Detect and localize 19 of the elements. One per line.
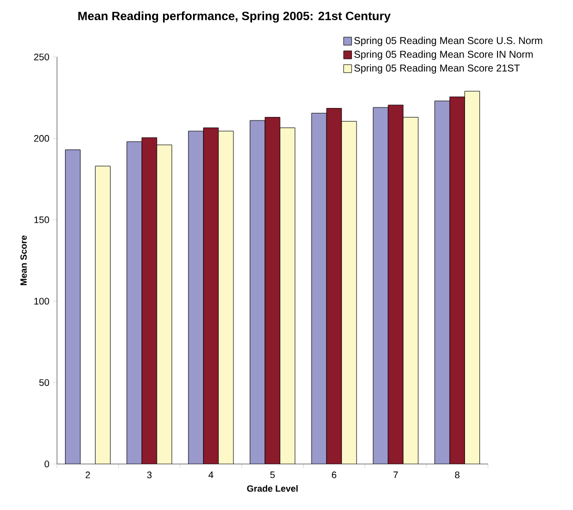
x-tick-label: 6 (332, 472, 336, 478)
x-tick-label: 3 (147, 472, 152, 478)
y-tick-label: 200 (34, 135, 50, 142)
x-tick-label: 4 (208, 472, 214, 478)
x-tick-label: 7 (393, 472, 398, 478)
legend-label: Spring 05 Reading Mean Score 21ST (354, 64, 520, 74)
y-tick-label: 0 (44, 460, 50, 468)
x-tick-label: 8 (454, 472, 460, 478)
y-axis-title: Mean Score (20, 236, 27, 286)
x-tick-label: 2 (86, 472, 90, 478)
y-tick-label: 50 (39, 379, 50, 386)
legend-label: Spring 05 Reading Mean Score U.S. Norm (354, 36, 542, 46)
legend-label: Spring 05 Reading Mean Score IN Norm (354, 50, 533, 60)
y-tick-label: 150 (34, 216, 50, 224)
y-tick-label: 250 (34, 54, 50, 60)
x-axis-title: Grade Level (247, 485, 298, 492)
chart-title: Mean Reading performance, Spring 2005: 21st Century (78, 11, 391, 23)
y-tick-label: 100 (34, 298, 50, 305)
x-tick-label: 5 (270, 472, 275, 478)
